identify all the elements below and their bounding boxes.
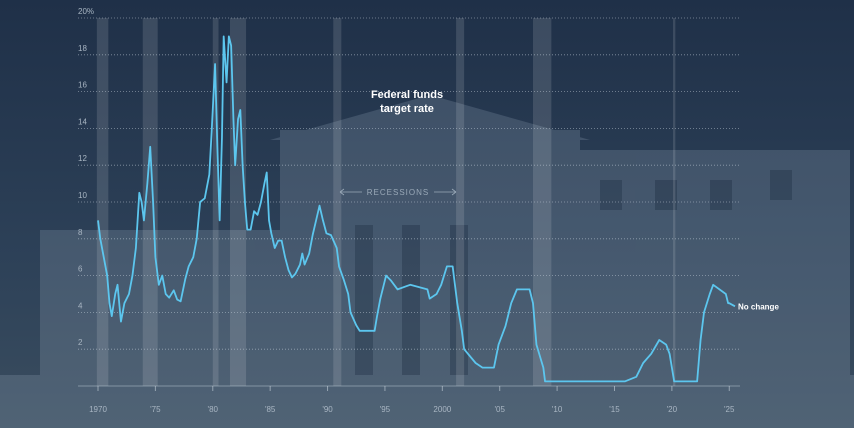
x-tick-label: 1970 bbox=[89, 405, 107, 414]
x-tick-label: '05 bbox=[494, 405, 505, 414]
y-tick-label: 20% bbox=[78, 7, 94, 16]
y-tick-label: 14 bbox=[78, 117, 87, 126]
y-tick-label: 10 bbox=[78, 191, 87, 200]
recession-band bbox=[532, 18, 552, 386]
x-tick-label: '75 bbox=[150, 405, 161, 414]
recession-band bbox=[212, 18, 219, 386]
y-tick-label: 8 bbox=[78, 228, 83, 237]
grid bbox=[78, 17, 740, 391]
x-tick-label: '85 bbox=[265, 405, 276, 414]
recession-band bbox=[673, 18, 676, 386]
x-tick-label: 2000 bbox=[433, 405, 451, 414]
series-label: Federal funds target rate bbox=[370, 89, 444, 115]
building-windows bbox=[355, 170, 792, 375]
y-tick-label: 12 bbox=[78, 154, 87, 163]
end-label: No change bbox=[738, 302, 779, 311]
recession-band bbox=[456, 18, 465, 386]
x-tick-label: '20 bbox=[667, 405, 678, 414]
x-tick-label: '15 bbox=[609, 405, 620, 414]
x-tick-label: '90 bbox=[322, 405, 333, 414]
y-tick-label: 4 bbox=[78, 301, 83, 310]
y-tick-label: 18 bbox=[78, 44, 87, 53]
x-tick-label: '80 bbox=[208, 405, 219, 414]
x-tick-label: '25 bbox=[724, 405, 735, 414]
x-tick-label: '10 bbox=[552, 405, 563, 414]
building-photo bbox=[0, 95, 854, 428]
recession-band bbox=[333, 18, 342, 386]
y-tick-label: 6 bbox=[78, 265, 83, 274]
series-line bbox=[97, 35, 736, 383]
y-tick-label: 16 bbox=[78, 81, 87, 90]
recession-arrows bbox=[339, 188, 457, 196]
recession-label: RECESSIONS bbox=[367, 188, 429, 197]
y-tick-label: 2 bbox=[78, 338, 83, 347]
x-tick-label: '95 bbox=[380, 405, 391, 414]
